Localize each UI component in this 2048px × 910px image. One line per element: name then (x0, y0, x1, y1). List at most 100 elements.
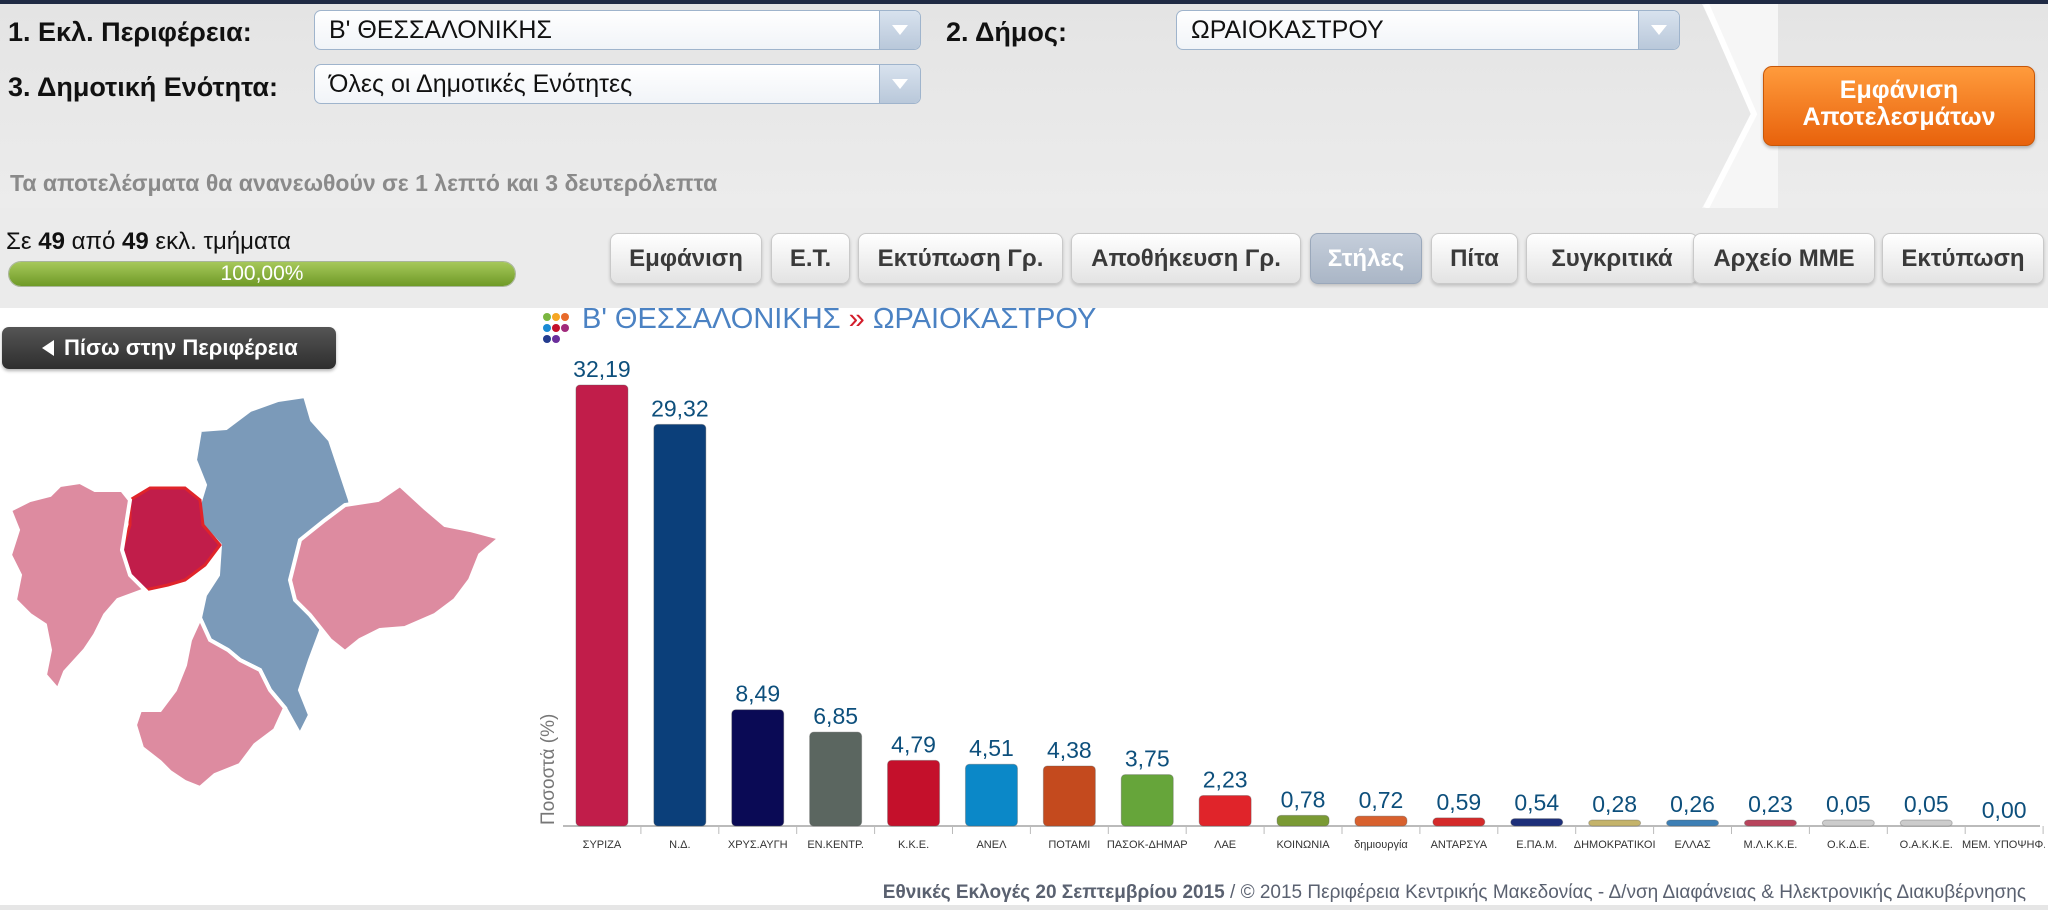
map-neighbor-region-west[interactable] (7, 479, 149, 694)
bar-17[interactable] (1899, 819, 1953, 827)
toolbar-button-display[interactable]: Εμφάνιση (610, 233, 762, 284)
value-label-7: 3,75 (1125, 746, 1170, 772)
bar-1[interactable] (653, 423, 707, 827)
map-neighbor-region-east[interactable] (287, 482, 505, 655)
breadcrumb-region[interactable]: Β' ΘΕΣΣΑΛΟΝΙΚΗΣ (582, 303, 841, 335)
category-label-8: ΛΑΕ (1214, 839, 1236, 851)
bar-8[interactable] (1198, 794, 1252, 827)
back-button-label: Πίσω στην Περιφέρεια (64, 335, 298, 360)
footer-copyright: / © 2015 Περιφέρεια Κεντρικής Μακεδονίας… (1224, 882, 2026, 903)
panel-divider (1702, 4, 1778, 208)
bar-13[interactable] (1588, 819, 1642, 827)
counted-prefix: Σε (6, 228, 32, 255)
value-label-5: 4,51 (969, 735, 1014, 761)
results-bar-chart: Ποσοστά (%) 32,19 ΣΥΡΙΖΑ 29,32 Ν.Δ. 8,49 ΧΡΥΣ… (540, 356, 2045, 851)
breadcrumb-separator: » (848, 303, 865, 335)
region-label: 1. Εκλ. Περιφέρεια: (8, 17, 252, 47)
toolbar-button-print-chart[interactable]: Εκτύπωση Γρ. (858, 233, 1063, 284)
bar-7[interactable] (1120, 774, 1174, 827)
bar-10[interactable] (1354, 815, 1408, 827)
value-label-14: 0,26 (1670, 791, 1715, 817)
total-number: 49 (122, 228, 149, 255)
category-label-3: ΕΝ.ΚΕΝΤΡ. (807, 839, 864, 851)
category-label-2: ΧΡΥΣ.ΑΥΓΗ (728, 839, 788, 851)
footer: Εθνικές Εκλογές 20 Σεπτεμβρίου 2015 / © … (883, 882, 2026, 904)
unit-label: 3. Δημοτική Ενότητα: (8, 72, 278, 102)
region-select[interactable]: Β' ΘΕΣΣΑΛΟΝΙΚΗΣ (314, 10, 921, 50)
value-label-11: 0,59 (1436, 789, 1481, 815)
value-label-15: 0,23 (1748, 791, 1793, 817)
progress-bar: 100,00% (8, 261, 516, 287)
bar-11[interactable] (1432, 817, 1486, 827)
value-label-3: 6,85 (813, 703, 858, 729)
toolbar-button-columns[interactable]: Στήλες (1310, 233, 1422, 284)
show-results-button[interactable]: Εμφάνιση Αποτελεσμάτων (1763, 66, 2035, 146)
category-label-11: ΑΝΤΑΡΣΥΑ (1431, 839, 1488, 851)
category-label-18: ΜΕΜ. ΥΠΟΨΗΦ. (1962, 839, 2045, 851)
footer-election: Εθνικές Εκλογές 20 Σεπτεμβρίου 2015 (882, 882, 1225, 903)
bar-0[interactable] (575, 384, 629, 827)
bar-15[interactable] (1743, 819, 1797, 827)
category-label-6: ΠΟΤΑΜΙ (1048, 839, 1090, 851)
map-neighbor-region-south[interactable] (132, 613, 288, 791)
counted-sections: Σε 49 από 49 εκλ. τμήματα (6, 228, 291, 256)
value-label-10: 0,72 (1359, 787, 1404, 813)
region-select-value: Β' ΘΕΣΣΑΛΟΝΙΚΗΣ (329, 16, 552, 44)
bar-2[interactable] (731, 709, 785, 827)
category-label-10: δημιουργία (1354, 839, 1408, 851)
breadcrumb-municipality[interactable]: ΩΡΑΙΟΚΑΣΤΡΟΥ (872, 303, 1097, 335)
unit-select[interactable]: Όλες οι Δημοτικές Ενότητες (314, 64, 921, 104)
toolbar-button-pie[interactable]: Πίτα (1431, 233, 1518, 284)
top-border (0, 0, 2048, 4)
category-label-13: ΔΗΜΟΚΡΑΤΙΚΟΙ (1574, 839, 1656, 851)
municipality-label: 2. Δήμος: (946, 17, 1067, 47)
chevron-down-icon[interactable] (1638, 11, 1679, 49)
value-label-12: 0,54 (1514, 790, 1559, 816)
municipality-select[interactable]: ΩΡΑΙΟΚΑΣΤΡΟΥ (1176, 10, 1680, 50)
value-label-4: 4,79 (891, 731, 936, 757)
y-axis-label: Ποσοστά (%) (540, 714, 559, 825)
category-label-0: ΣΥΡΙΖΑ (583, 839, 622, 851)
chevron-down-icon[interactable] (879, 11, 920, 49)
toolbar-button-print[interactable]: Εκτύπωση (1882, 233, 2044, 284)
value-label-13: 0,28 (1592, 791, 1637, 817)
back-to-region-button[interactable]: Πίσω στην Περιφέρεια (2, 327, 336, 369)
bar-4[interactable] (887, 759, 941, 827)
progress-fill (9, 262, 515, 286)
value-label-17: 0,05 (1904, 791, 1949, 817)
toolbar-button-save-chart[interactable]: Αποθήκευση Γρ. (1071, 233, 1301, 284)
map-municipality-region[interactable] (192, 393, 361, 740)
refresh-countdown: Τα αποτελέσματα θα ανανεωθούν σε 1 λεπτό… (10, 170, 718, 196)
category-label-9: ΚΟΙΝΩΝΙΑ (1276, 839, 1330, 851)
value-label-0: 32,19 (573, 356, 631, 382)
progress-text: 100,00% (220, 262, 304, 285)
toolbar-button-comparative[interactable]: Συγκριτικά (1526, 233, 1698, 284)
bar-5[interactable] (964, 763, 1018, 827)
toolbar-button-media-archive[interactable]: Αρχείο ΜΜΕ (1693, 233, 1875, 284)
value-label-1: 29,32 (651, 395, 709, 421)
value-label-6: 4,38 (1047, 737, 1092, 763)
counted-number: 49 (38, 228, 65, 255)
bar-9[interactable] (1276, 814, 1330, 827)
bar-14[interactable] (1666, 819, 1720, 827)
category-label-16: Ο.Κ.Δ.Ε. (1827, 839, 1870, 851)
category-label-14: ΕΛΛΑΣ (1674, 839, 1710, 851)
toolbar-button-et[interactable]: Ε.Τ. (771, 233, 850, 284)
value-label-9: 0,78 (1281, 786, 1326, 812)
category-label-15: Μ.Λ.Κ.Κ.Ε. (1744, 839, 1798, 851)
breadcrumb: Β' ΘΕΣΣΑΛΟΝΙΚΗΣ » ΩΡΑΙΟΚΑΣΤΡΟΥ (582, 303, 1096, 336)
category-label-17: Ο.Α.Κ.Κ.Ε. (1900, 839, 1953, 851)
bar-16[interactable] (1821, 819, 1875, 827)
chevron-down-icon[interactable] (879, 65, 920, 103)
category-label-1: Ν.Δ. (669, 839, 690, 851)
unit-select-value: Όλες οι Δημοτικές Ενότητες (329, 70, 633, 98)
category-label-4: Κ.Κ.Ε. (898, 839, 929, 851)
value-label-8: 2,23 (1203, 766, 1248, 792)
bar-3[interactable] (809, 731, 863, 827)
municipality-select-value: ΩΡΑΙΟΚΑΣΤΡΟΥ (1191, 16, 1384, 44)
value-label-16: 0,05 (1826, 791, 1871, 817)
bottom-border (0, 905, 2048, 910)
bar-6[interactable] (1042, 765, 1096, 827)
bar-12[interactable] (1510, 818, 1564, 827)
region-map (7, 393, 505, 791)
